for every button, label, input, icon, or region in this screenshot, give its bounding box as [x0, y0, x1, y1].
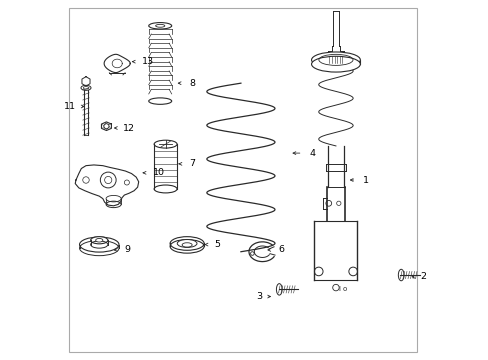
Ellipse shape [90, 237, 108, 244]
Ellipse shape [154, 140, 177, 148]
Text: 4: 4 [308, 149, 314, 158]
Ellipse shape [154, 185, 177, 193]
Text: 8: 8 [188, 79, 195, 88]
Text: 10: 10 [153, 168, 165, 177]
Text: l: l [338, 286, 340, 292]
Ellipse shape [398, 269, 403, 281]
Text: 6: 6 [278, 246, 284, 255]
Text: 12: 12 [122, 123, 134, 132]
Text: 3: 3 [256, 292, 262, 301]
Ellipse shape [106, 201, 121, 208]
Ellipse shape [81, 85, 91, 90]
Text: o: o [342, 286, 346, 292]
Ellipse shape [80, 237, 119, 252]
Text: 5: 5 [214, 240, 220, 249]
Text: 7: 7 [188, 159, 195, 168]
Ellipse shape [148, 23, 171, 29]
Text: 2: 2 [419, 272, 426, 281]
Ellipse shape [148, 98, 171, 104]
Text: 13: 13 [142, 57, 154, 66]
Ellipse shape [276, 284, 282, 295]
Ellipse shape [177, 239, 197, 247]
Ellipse shape [311, 56, 360, 72]
Ellipse shape [182, 243, 192, 247]
Text: 1: 1 [362, 176, 368, 185]
Ellipse shape [170, 237, 203, 250]
Text: 9: 9 [124, 246, 130, 255]
Ellipse shape [96, 238, 102, 242]
Ellipse shape [155, 24, 164, 27]
Ellipse shape [311, 52, 360, 68]
Text: 11: 11 [64, 102, 76, 111]
